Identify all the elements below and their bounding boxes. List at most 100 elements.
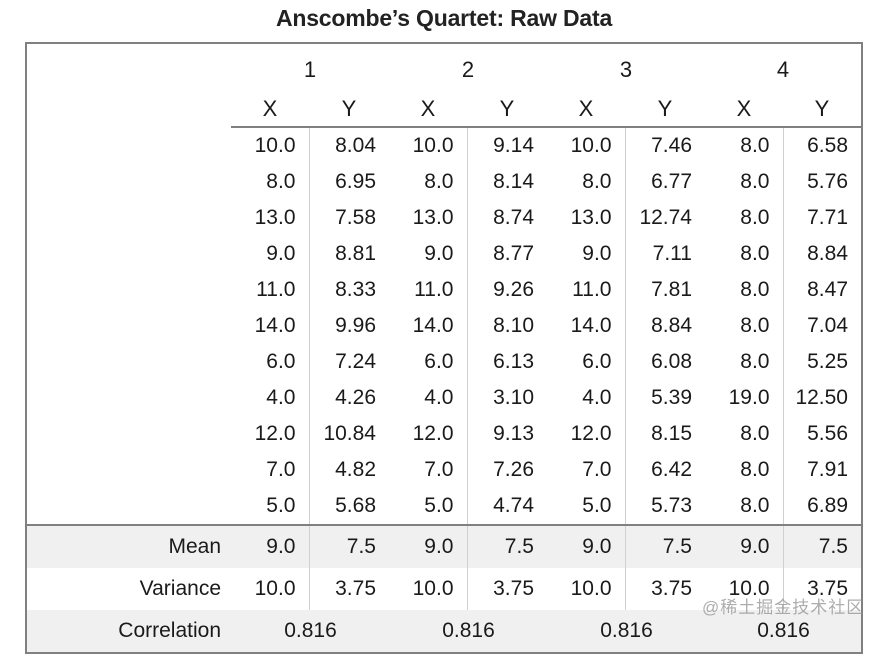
anscombe-table: 1 2 3 4 X Y X Y X Y X Y 10.0 8.04 10.0 9.14… [25,42,863,654]
table-row: 10.0 8.04 10.0 9.14 10.0 7.46 8.0 6.58 [26,127,862,525]
summary-value: 9.0 [547,524,625,568]
data-cell: 13.0 [412,206,454,229]
summary-value: 3.75 [782,568,862,610]
data-cell: 4.0 [424,386,454,409]
data-cell: 7.24 [308,344,389,380]
data-cell: 6.0 [582,350,612,373]
data-cell: 8.0 [740,206,770,229]
summary-value: 3.75 [308,568,389,610]
data-cell: 8.04 [308,127,389,164]
data-body: 10.0 8.04 10.0 9.14 10.0 7.46 8.0 6.58 8.0 6.95 8.… [26,127,862,525]
data-cell: 4.74 [466,488,547,525]
empty-row-label [26,127,231,525]
data-cell: 8.77 [466,236,547,272]
data-cell: 7.11 [624,236,705,272]
data-cell: 8.0 [582,170,612,193]
data-cell: 6.13 [466,344,547,380]
data-cell: 7.91 [782,452,862,488]
data-cell: 4.0 [582,386,612,409]
data-cell: 3.10 [466,380,547,416]
data-cell: 11.0 [256,278,296,301]
data-cell: 8.0 [740,134,770,157]
table-row: 14.0 9.96 14.0 8.10 14.0 8.84 8.0 7.04 [26,308,862,344]
data-cell: 12.0 [570,422,612,445]
data-cell: 10.0 [570,134,612,157]
data-cell: 5.56 [782,416,862,452]
data-cell: 8.15 [624,416,705,452]
data-cell: 8.0 [740,314,770,337]
data-cell: 9.26 [466,272,547,308]
data-cell: 8.0 [740,278,770,301]
data-cell: 19.0 [728,386,770,409]
data-cell: 8.0 [740,170,770,193]
data-cell: 9.13 [466,416,547,452]
axis-header-row: X Y X Y X Y X Y [26,91,862,128]
summary-value: 7.5 [782,524,862,568]
data-cell: 8.47 [782,272,862,308]
data-cell: 12.74 [624,200,705,236]
data-cell: 7.0 [424,458,454,481]
table-row: 11.0 8.33 11.0 9.26 11.0 7.81 8.0 8.47 [26,272,862,308]
summary-row-mean: Mean 9.0 7.5 9.0 7.5 9.0 7.5 9.0 7.5 [26,524,862,568]
summary-value: 3.75 [624,568,705,610]
data-cell: 5.0 [424,494,454,517]
group-header-2: 2 [461,57,475,82]
data-cell: 9.0 [266,242,296,265]
data-cell: 8.14 [466,164,547,200]
table-row: 12.0 10.84 12.0 9.13 12.0 8.15 8.0 5.56 [26,416,862,452]
data-cell: 11.0 [572,278,612,301]
data-cell: 8.84 [782,236,862,272]
table-row: 8.0 6.95 8.0 8.14 8.0 6.77 8.0 5.76 [26,164,862,200]
data-cell: 8.0 [740,494,770,517]
data-cell: 6.42 [624,452,705,488]
data-cell: 14.0 [570,314,612,337]
summary-value: 3.75 [466,568,547,610]
data-cell: 8.0 [740,350,770,373]
summary-row-variance: Variance 10.0 3.75 10.0 3.75 10.0 3.75 10.0 3.75 [26,568,862,610]
data-cell: 13.0 [570,206,612,229]
axis-header-x: X [705,91,783,128]
data-cell: 7.71 [782,200,862,236]
data-cell: 10.84 [308,416,389,452]
table-row: 13.0 7.58 13.0 8.74 13.0 12.74 8.0 7.71 [26,200,862,236]
data-cell: 6.0 [424,350,454,373]
table-row: 4.0 4.26 4.0 3.10 4.0 5.39 19.0 12.50 [26,380,862,416]
axis-header-y: Y [309,91,389,128]
data-cell: 6.89 [782,488,862,525]
group-header-row: 1 2 3 4 [26,43,862,91]
axis-header-y: Y [625,91,705,128]
data-cell: 6.08 [624,344,705,380]
data-cell: 8.81 [308,236,389,272]
data-cell: 6.58 [782,127,862,164]
summary-value: 10.0 [570,577,612,600]
data-cell: 7.81 [624,272,705,308]
data-cell: 7.46 [624,127,705,164]
data-cell: 7.58 [308,200,389,236]
table-row: 6.0 7.24 6.0 6.13 6.0 6.08 8.0 5.25 [26,344,862,380]
table-row: 5.0 5.68 5.0 4.74 5.0 5.73 8.0 6.89 [26,488,862,525]
data-cell: 5.76 [782,164,862,200]
data-cell: 6.95 [308,164,389,200]
data-cell: 14.0 [412,314,454,337]
axis-header-x: X [231,91,309,128]
data-cell: 8.10 [466,308,547,344]
summary-value: 10.0 [728,577,770,600]
summary-value: 9.0 [705,524,783,568]
data-cell: 8.0 [740,422,770,445]
data-cell: 5.0 [582,494,612,517]
data-cell: 5.39 [624,380,705,416]
summary-value: 9.0 [231,524,309,568]
data-cell: 9.14 [466,127,547,164]
table-header: 1 2 3 4 X Y X Y X Y X Y [26,43,862,128]
summary-value: 7.5 [466,524,547,568]
data-cell: 4.26 [308,380,389,416]
data-cell: 13.0 [254,206,296,229]
data-cell: 10.0 [412,134,454,157]
data-cell: 8.84 [624,308,705,344]
watermark: @稀土掘金技术社区 [702,598,865,617]
corner-cell [26,43,231,127]
data-cell: 4.0 [266,386,296,409]
summary-body: Mean 9.0 7.5 9.0 7.5 9.0 7.5 9.0 7.5 Variance 10.0… [26,524,862,653]
table-row: 9.0 8.81 9.0 8.77 9.0 7.11 8.0 8.84 [26,236,862,272]
group-header-4: 4 [776,57,790,82]
